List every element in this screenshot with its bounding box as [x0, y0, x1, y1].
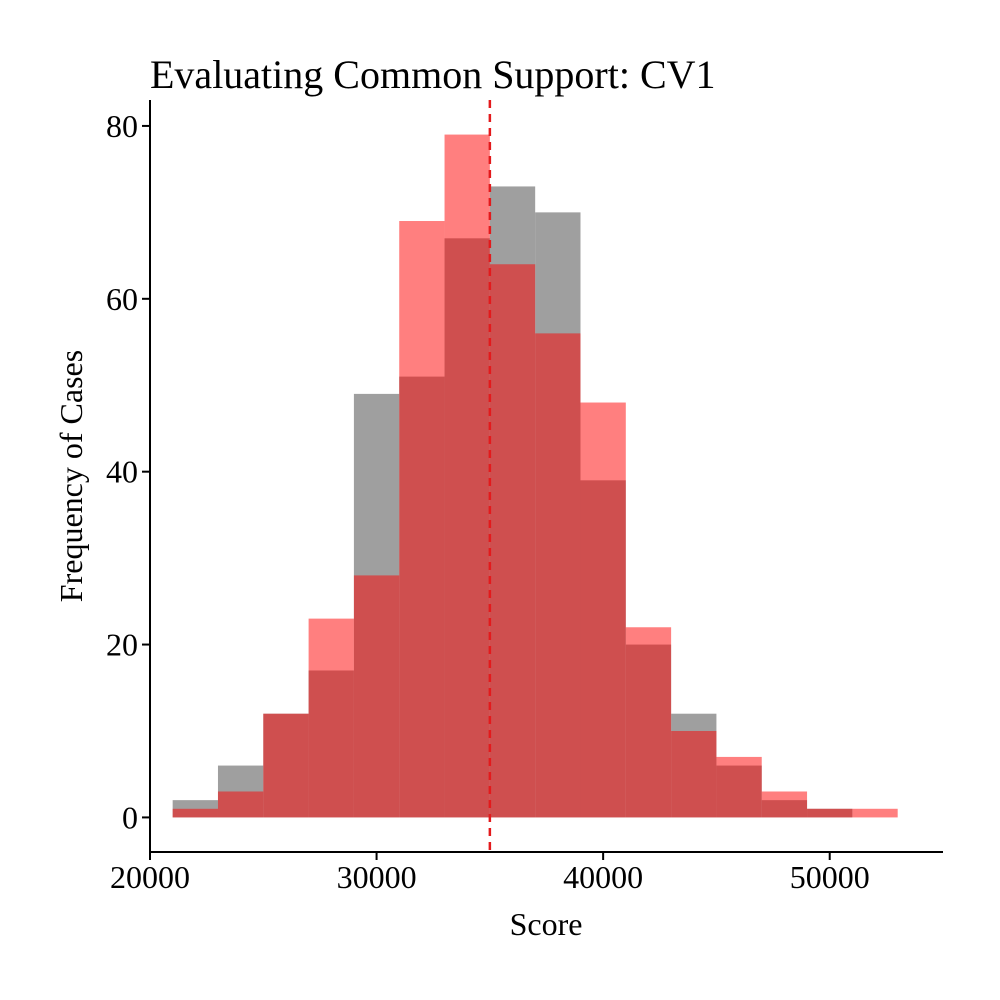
bar-series-2-bin-8	[489, 264, 536, 818]
y-axis-title: Frequency of Cases	[53, 350, 89, 602]
bar-series-2-bin-5	[353, 575, 400, 818]
bar-series-2-bin-10	[580, 402, 626, 818]
x-tick-label: 20000	[110, 859, 190, 895]
bars-layer	[172, 134, 898, 818]
bar-series-2-bin-4	[308, 618, 354, 818]
bar-series-2-bin-13	[716, 756, 762, 818]
bar-series-2-bin-9	[535, 333, 581, 818]
bar-series-2-bin-6	[399, 221, 445, 818]
bar-series-2-bin-14	[761, 791, 808, 818]
bar-series-2-bin-16	[852, 808, 898, 818]
y-tick-label: 0	[122, 799, 138, 835]
x-axis-title: Score	[510, 906, 583, 942]
y-tick-label: 20	[106, 627, 138, 663]
y-tick-label: 40	[106, 454, 138, 490]
x-ticks: 20000 30000 40000 50000	[110, 852, 870, 895]
bar-series-2-bin-11	[625, 627, 672, 818]
bar-series-2-bin-15	[807, 808, 853, 818]
bar-series-2-bin-1	[172, 808, 218, 818]
bar-series-2-bin-3	[263, 713, 309, 818]
axes-layer	[149, 100, 943, 853]
x-tick-label: 40000	[563, 859, 643, 895]
y-tick-label: 60	[106, 281, 138, 317]
bar-series-2-bin-12	[671, 730, 717, 818]
y-ticks: 0 20 40 60 80	[106, 108, 150, 835]
x-tick-label: 50000	[790, 859, 870, 895]
bar-series-2-bin-7	[444, 134, 490, 818]
x-tick-label: 30000	[337, 859, 417, 895]
bar-series-2-bin-2	[217, 791, 264, 818]
chart-title: Evaluating Common Support: CV1	[150, 52, 716, 97]
y-tick-label: 80	[106, 108, 138, 144]
